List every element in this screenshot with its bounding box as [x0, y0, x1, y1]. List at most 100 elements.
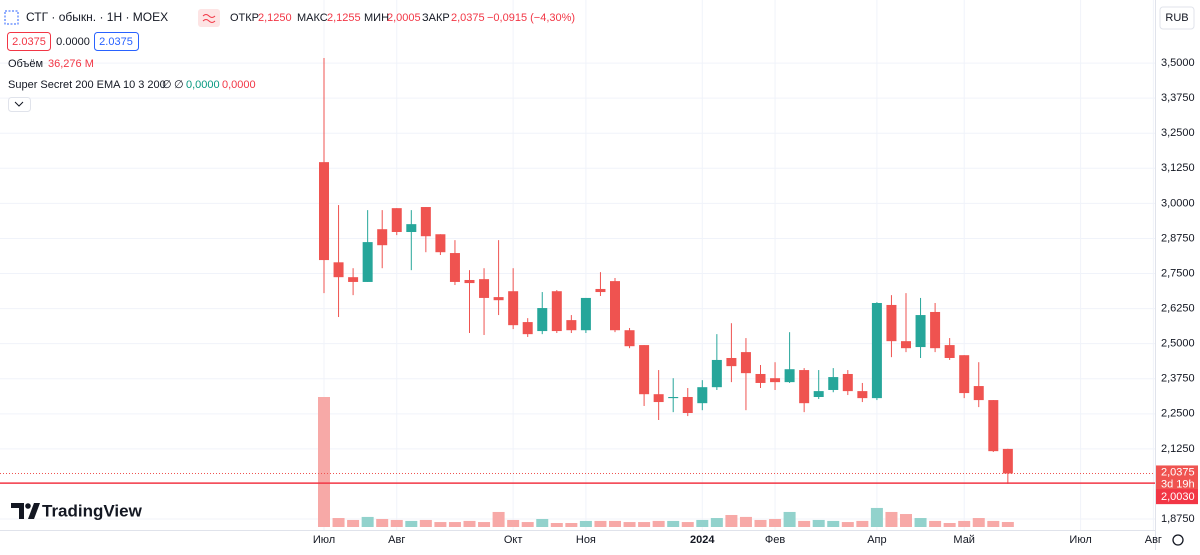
volume-bar — [958, 520, 971, 527]
volume-bar — [579, 520, 592, 527]
volume-bar — [681, 522, 694, 527]
candle-body — [682, 396, 693, 413]
candle-body — [770, 378, 781, 383]
candle-body — [522, 322, 533, 335]
x-tick-label: Авг — [1145, 534, 1162, 546]
volume-label: Объём — [8, 58, 43, 70]
volume-bar — [609, 520, 621, 527]
volume-bar — [550, 522, 563, 527]
candle-body — [449, 253, 460, 282]
indicator[interactable]: Super Secret 200 EMA 10 3 200 — [8, 79, 166, 91]
currency-button[interactable] — [1159, 6, 1195, 30]
candle-body — [668, 396, 679, 399]
candle-body — [624, 330, 635, 347]
volume-bar — [318, 397, 330, 527]
volume-bar — [419, 519, 432, 527]
volume-bar — [594, 520, 607, 527]
bid[interactable]: 2.0375 — [12, 36, 46, 48]
volume-bar — [565, 522, 578, 527]
volume-bar — [623, 522, 636, 527]
volume-bar — [1001, 521, 1014, 527]
low-label: МИН — [364, 12, 389, 24]
volume-bar — [870, 507, 883, 527]
volume-bar — [841, 522, 854, 527]
symbol[interactable]: СТГ · обыкн. · 1Н · MOEX — [26, 10, 168, 24]
volume-bar — [929, 520, 942, 527]
y-tick-label: 3,3750 — [1161, 92, 1195, 104]
x-tick-label: Ноя — [576, 534, 596, 546]
volume-bar — [638, 522, 651, 527]
volume-bar — [390, 519, 403, 527]
currency[interactable]: RUB — [1165, 12, 1188, 24]
volume-bar — [478, 522, 491, 527]
volume-bar — [710, 518, 723, 527]
x-tick-label: Окт — [504, 534, 523, 546]
volume-bar — [783, 511, 796, 527]
volume-bar — [885, 511, 898, 527]
candle-body — [886, 304, 897, 342]
volume-bar — [812, 519, 825, 527]
y-tick-label: 1,8750 — [1161, 513, 1195, 525]
volume-bar — [914, 518, 927, 527]
legend: СТГ · обыкн. · 1Н · MOEX ОТКР 2,1250 МАК… — [4, 9, 575, 112]
candle-body — [813, 391, 824, 397]
candle-body — [988, 400, 999, 452]
volume-bar — [725, 514, 738, 527]
y-tick-label: 2,2500 — [1161, 408, 1195, 420]
collapse-button[interactable] — [8, 97, 31, 112]
x-tick-label: Май — [953, 534, 975, 546]
volume-bar — [987, 520, 1000, 527]
compare-button[interactable] — [198, 9, 220, 27]
candle-body — [857, 391, 868, 399]
x-tick-label: Июл — [1069, 534, 1091, 546]
candle-body — [653, 394, 664, 403]
x-tick-label: Фев — [765, 534, 785, 546]
volume-bar — [754, 519, 767, 527]
ask-button[interactable] — [94, 32, 139, 51]
candle-body — [726, 357, 737, 367]
indicator-value: ∅ — [174, 79, 184, 91]
settings-icon[interactable] — [1172, 534, 1184, 546]
low-value: 2,0005 — [387, 12, 421, 24]
plot-area — [0, 0, 1155, 530]
volume-bar — [652, 520, 665, 527]
candle-body — [333, 262, 344, 278]
candle-body — [377, 229, 388, 246]
brand-name: TradingView — [42, 501, 143, 520]
volume-bar — [521, 522, 534, 527]
x-tick-label: Авг — [388, 534, 405, 546]
candle-body — [508, 291, 519, 326]
volume-value: 36,276 M — [48, 58, 94, 70]
candle-body — [319, 162, 329, 261]
volume-bar — [798, 520, 811, 527]
candle-body — [493, 297, 504, 301]
candle-body — [479, 279, 490, 298]
candle-body — [348, 277, 359, 282]
y-tick-label: 2,6250 — [1161, 303, 1195, 315]
bid-button[interactable] — [7, 32, 51, 51]
y-tick-label: 2,1250 — [1161, 443, 1195, 455]
brand-logo — [25, 503, 31, 509]
y-tick-label: 3,0000 — [1161, 197, 1195, 209]
volume-bar — [376, 518, 389, 527]
candle-body — [842, 373, 853, 392]
volume-bar — [434, 522, 447, 527]
candle-body — [406, 224, 417, 233]
indicator-value: 0,0000 — [186, 79, 220, 91]
volume-bar — [827, 520, 840, 527]
y-tick-label: 2,7500 — [1161, 267, 1195, 279]
volume-bar — [492, 511, 505, 527]
x-tick-label: Апр — [867, 534, 886, 546]
ask[interactable]: 2.0375 — [99, 36, 133, 48]
last-price-label: 2,0375 — [1161, 466, 1195, 478]
candle-body — [551, 291, 562, 332]
price-axis — [1155, 0, 1200, 550]
volume-bar — [448, 522, 461, 527]
volume-bar — [739, 516, 752, 527]
indicator-value: ∅ — [162, 79, 172, 91]
price-line-label: 2,0030 — [1161, 491, 1195, 503]
symbol-icon — [4, 10, 19, 25]
brand-logo — [11, 503, 40, 519]
candle-body — [915, 315, 926, 348]
